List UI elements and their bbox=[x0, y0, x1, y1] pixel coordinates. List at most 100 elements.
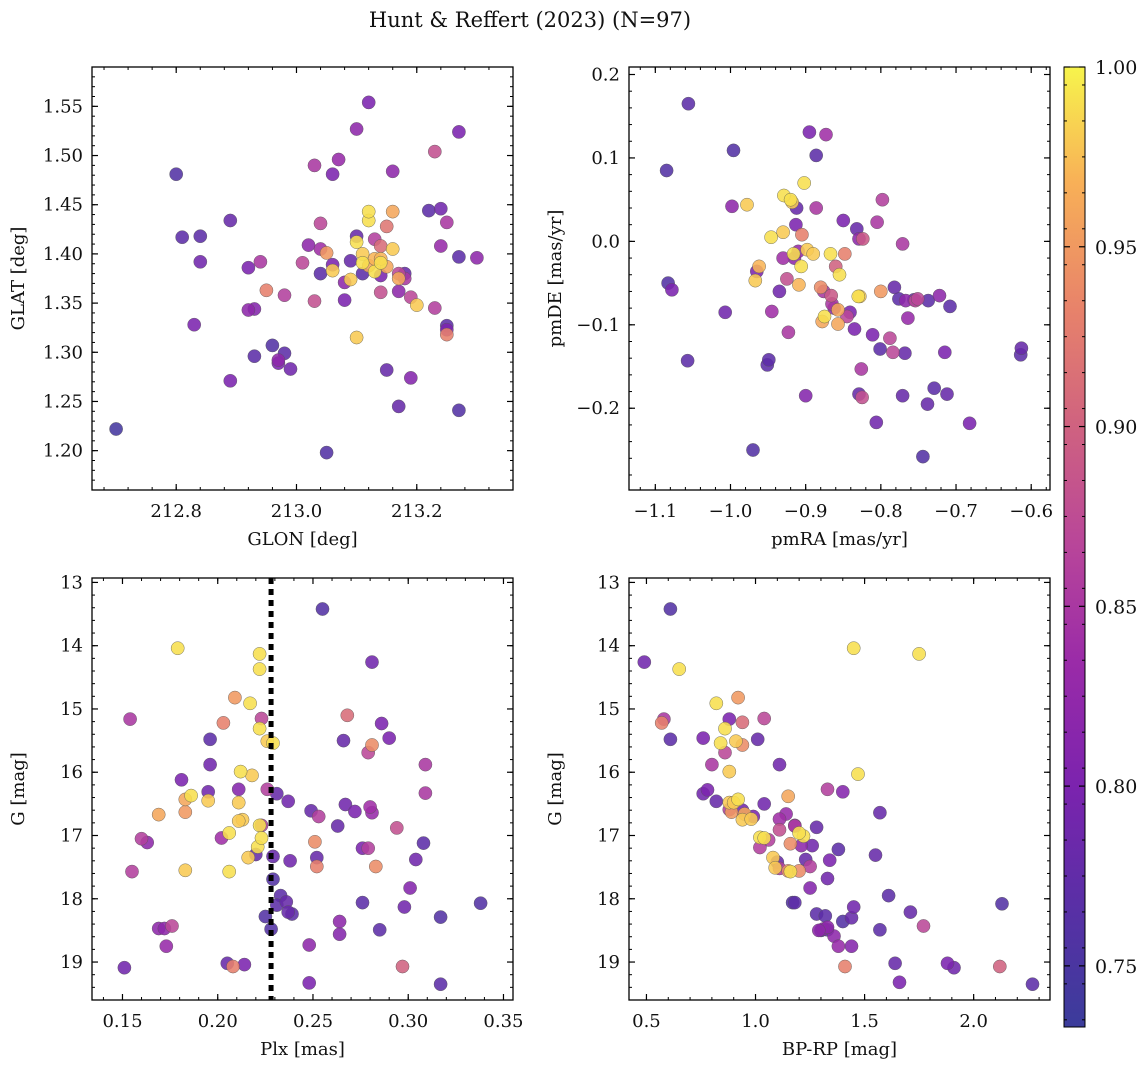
data-point bbox=[277, 288, 292, 303]
data-point bbox=[772, 823, 787, 837]
y-tick-label: 1.20 bbox=[43, 441, 83, 462]
data-point bbox=[795, 227, 809, 242]
data-point bbox=[886, 345, 900, 360]
data-point bbox=[813, 280, 828, 295]
data-point bbox=[283, 854, 297, 868]
x-tick-label: 0.15 bbox=[102, 1011, 142, 1032]
panel-plx-g: 0.15 0.20 0.25 0.30 0.35 13 14 15 16 17 18 19 Plx [m… bbox=[8, 572, 524, 1060]
data-point bbox=[184, 788, 198, 803]
data-point bbox=[385, 242, 400, 256]
data-point bbox=[170, 641, 185, 656]
data-point bbox=[831, 317, 845, 331]
data-point bbox=[788, 895, 802, 910]
data-point bbox=[338, 797, 353, 812]
data-point bbox=[223, 213, 238, 228]
panel-pmra-pmde: −1.1 −1.0 −0.9 −0.8 −0.7 −0.6 −0.2 −0.1 0.0 0.1 0.… bbox=[545, 65, 1053, 550]
x-tick-label: −1.0 bbox=[709, 501, 753, 522]
data-point bbox=[757, 831, 772, 845]
data-point bbox=[1014, 341, 1029, 356]
data-point bbox=[838, 959, 852, 974]
data-point bbox=[726, 143, 741, 158]
data-point bbox=[806, 247, 821, 261]
data-point bbox=[252, 818, 267, 833]
colorbar-tick-label: 0.85 bbox=[1095, 596, 1137, 618]
data-point bbox=[764, 230, 778, 244]
data-point bbox=[832, 267, 847, 282]
data-point bbox=[340, 708, 355, 723]
colorbar-tick-label: 1.00 bbox=[1095, 57, 1137, 79]
data-point bbox=[817, 309, 832, 324]
data-point bbox=[854, 362, 869, 376]
y-tick-label: 1.50 bbox=[43, 146, 83, 167]
y-tick-label: 17 bbox=[597, 826, 620, 847]
data-point bbox=[343, 272, 358, 287]
data-point bbox=[295, 255, 310, 270]
data-point bbox=[865, 327, 880, 342]
data-point bbox=[901, 311, 915, 325]
data-point bbox=[916, 449, 930, 464]
data-point bbox=[151, 807, 166, 822]
colorbar-tick-label: 0.80 bbox=[1095, 776, 1137, 798]
y-tick-label: 1.45 bbox=[43, 195, 83, 216]
data-point bbox=[844, 939, 859, 954]
data-point bbox=[855, 390, 869, 405]
data-point bbox=[259, 283, 274, 298]
data-point bbox=[993, 959, 1007, 974]
data-point bbox=[740, 197, 754, 212]
data-point bbox=[397, 900, 412, 914]
data-point bbox=[757, 797, 772, 811]
y-tick-label: 13 bbox=[60, 572, 83, 593]
x-tick-label: −0.9 bbox=[784, 501, 828, 522]
data-point bbox=[705, 757, 719, 772]
y-tick-label: 1.35 bbox=[43, 293, 83, 314]
data-point bbox=[361, 95, 376, 110]
data-point bbox=[433, 239, 448, 253]
data-point bbox=[729, 734, 743, 749]
y-tick-label: 13 bbox=[597, 572, 620, 593]
data-point bbox=[780, 272, 794, 286]
data-point bbox=[836, 213, 851, 228]
data-point bbox=[408, 852, 423, 867]
data-point bbox=[271, 353, 286, 367]
data-point bbox=[385, 164, 400, 179]
data-point bbox=[307, 294, 322, 308]
data-point bbox=[361, 841, 376, 856]
data-point bbox=[302, 938, 317, 952]
axes-frame bbox=[91, 577, 514, 1001]
y-tick-label: 19 bbox=[60, 952, 83, 973]
data-point bbox=[203, 757, 217, 772]
data-point bbox=[881, 888, 896, 903]
y-tick-label: −0.1 bbox=[576, 315, 620, 336]
panel-glon-glat: 212.8 213.0 213.2 1.20 1.25 1.30 1.35 1.40 1.45 1… bbox=[8, 66, 514, 550]
data-point bbox=[820, 871, 835, 886]
scatter-points bbox=[659, 96, 1029, 464]
data-point bbox=[768, 861, 783, 875]
data-point bbox=[794, 259, 809, 274]
colorbar-tick-label: 0.95 bbox=[1095, 237, 1137, 259]
data-point bbox=[243, 696, 257, 711]
data-point bbox=[281, 794, 296, 809]
x-tick-label: 0.5 bbox=[632, 1011, 661, 1032]
data-point bbox=[228, 690, 242, 705]
data-point bbox=[725, 199, 739, 214]
colorbar-tick-label: 0.75 bbox=[1095, 956, 1137, 978]
data-point bbox=[798, 388, 813, 403]
data-point bbox=[245, 768, 259, 783]
y-tick-label: 1.55 bbox=[43, 96, 83, 117]
data-point bbox=[473, 896, 488, 911]
data-point bbox=[331, 152, 346, 167]
data-point bbox=[418, 757, 433, 772]
data-point bbox=[427, 144, 442, 159]
data-point bbox=[731, 690, 745, 705]
data-point bbox=[355, 895, 370, 910]
data-point bbox=[349, 235, 364, 249]
data-point bbox=[1025, 977, 1040, 992]
y-tick-label: 15 bbox=[60, 699, 83, 720]
data-point bbox=[123, 712, 137, 726]
y-tick-label: 1.40 bbox=[43, 244, 83, 265]
data-point bbox=[797, 176, 812, 190]
data-point bbox=[165, 919, 179, 933]
y-tick-label: 18 bbox=[60, 889, 83, 910]
data-point bbox=[824, 288, 839, 303]
data-point bbox=[391, 399, 406, 414]
